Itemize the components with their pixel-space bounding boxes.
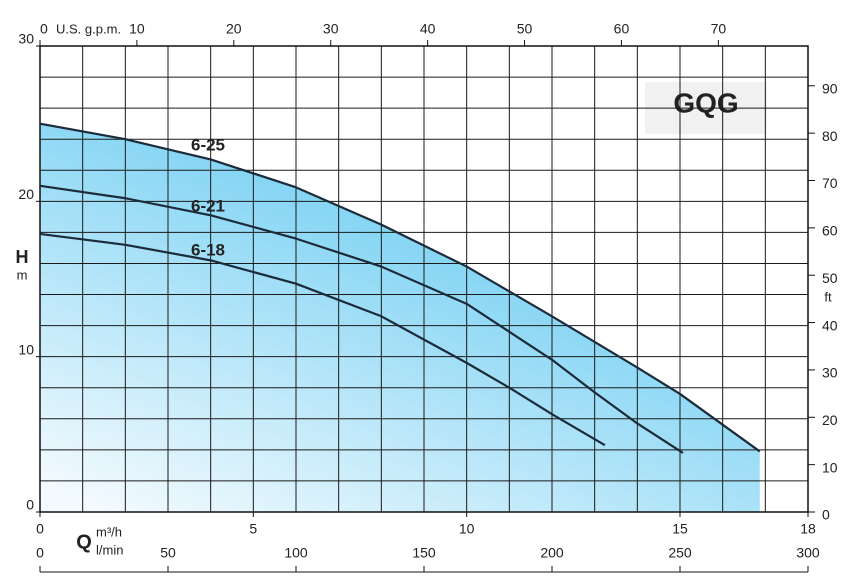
y2-tick-label: 90 bbox=[822, 80, 838, 96]
y2-tick-label: 30 bbox=[822, 365, 838, 381]
y2-tick-label: 60 bbox=[822, 223, 838, 239]
x2-tick-label: 150 bbox=[412, 545, 436, 561]
x2-tick-label: 250 bbox=[668, 545, 692, 561]
y-axis-unit: m bbox=[17, 267, 28, 282]
x-tick-label: 0 bbox=[36, 521, 44, 537]
y-axis-label: H bbox=[16, 247, 29, 267]
x2-tick-label: 300 bbox=[796, 545, 820, 561]
line bbox=[39, 184, 684, 454]
y2-tick-label: 0 bbox=[822, 507, 830, 523]
x-tick-label: 18 bbox=[800, 521, 816, 537]
y2-tick-label: 20 bbox=[822, 412, 838, 428]
x2-tick-label: 50 bbox=[160, 545, 176, 561]
series-label: 6-21 bbox=[191, 196, 225, 215]
x-axis-label: Q bbox=[76, 531, 92, 553]
y2-tick-label: 50 bbox=[822, 270, 838, 286]
top-tick-label: 60 bbox=[614, 21, 630, 37]
plot-frame bbox=[39, 45, 809, 513]
top-tick-label: 30 bbox=[323, 21, 339, 37]
x-tick-label: 15 bbox=[672, 521, 688, 537]
top-tick-label: 20 bbox=[226, 21, 242, 37]
y2-tick-label: 70 bbox=[822, 175, 838, 191]
y2-tick-label: 80 bbox=[822, 128, 838, 144]
x-tick-label: 5 bbox=[249, 521, 257, 537]
x2-axis-unit: l/min bbox=[96, 542, 123, 557]
line bbox=[39, 232, 606, 447]
x-tick-label: 10 bbox=[459, 521, 475, 537]
top-tick-label: 50 bbox=[517, 21, 533, 37]
top-tick-label: 70 bbox=[711, 21, 727, 37]
line bbox=[39, 122, 761, 453]
area-layer bbox=[40, 123, 760, 513]
y2-tick-label: 10 bbox=[822, 459, 838, 475]
x2-tick-label: 200 bbox=[540, 545, 564, 561]
chart-title: GQG bbox=[673, 87, 738, 118]
x2-tick-label: 0 bbox=[36, 545, 44, 561]
y-tick-label: 0 bbox=[26, 497, 34, 513]
y2-axis-unit: ft bbox=[824, 289, 832, 304]
x-axis-unit: m³/h bbox=[96, 524, 122, 539]
series-label: 6-18 bbox=[191, 240, 225, 259]
top-axis-label: U.S. g.p.m. bbox=[56, 21, 121, 36]
area bbox=[40, 123, 760, 513]
x2-tick-label: 100 bbox=[284, 545, 308, 561]
top-tick-label: 10 bbox=[129, 21, 145, 37]
y-tick-label: 10 bbox=[18, 341, 34, 357]
y2-tick-label: 40 bbox=[822, 317, 838, 333]
top-tick-label: 0 bbox=[40, 21, 48, 37]
y-tick-label: 30 bbox=[18, 31, 34, 47]
series-label: 6-25 bbox=[191, 135, 225, 154]
top-tick-label: 40 bbox=[420, 21, 436, 37]
y-tick-label: 20 bbox=[18, 186, 34, 202]
